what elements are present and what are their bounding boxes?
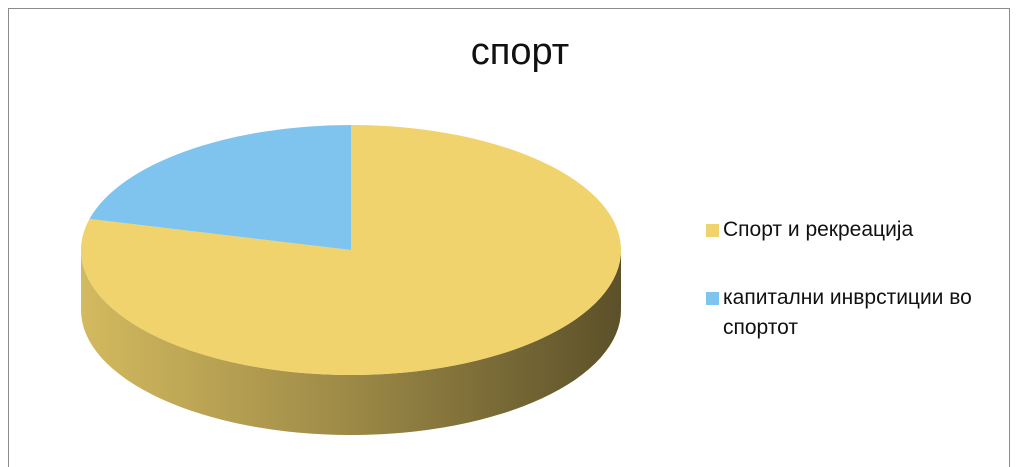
legend: Спорт и рекреација капитални инврстиции в… [706, 215, 1006, 381]
pie-slice [81, 125, 621, 376]
pie-slice [89, 125, 351, 250]
chart-title: спорт [471, 31, 569, 73]
legend-label: капитални инврстиции во спортот [723, 286, 972, 339]
legend-swatch [706, 292, 719, 305]
legend-item: Спорт и рекреација [706, 215, 1006, 245]
legend-item: капитални инврстиции во спортот [706, 283, 1006, 343]
slice-side-shade [81, 250, 621, 435]
legend-swatch [706, 224, 719, 237]
legend-label: Спорт и рекреација [723, 218, 914, 241]
